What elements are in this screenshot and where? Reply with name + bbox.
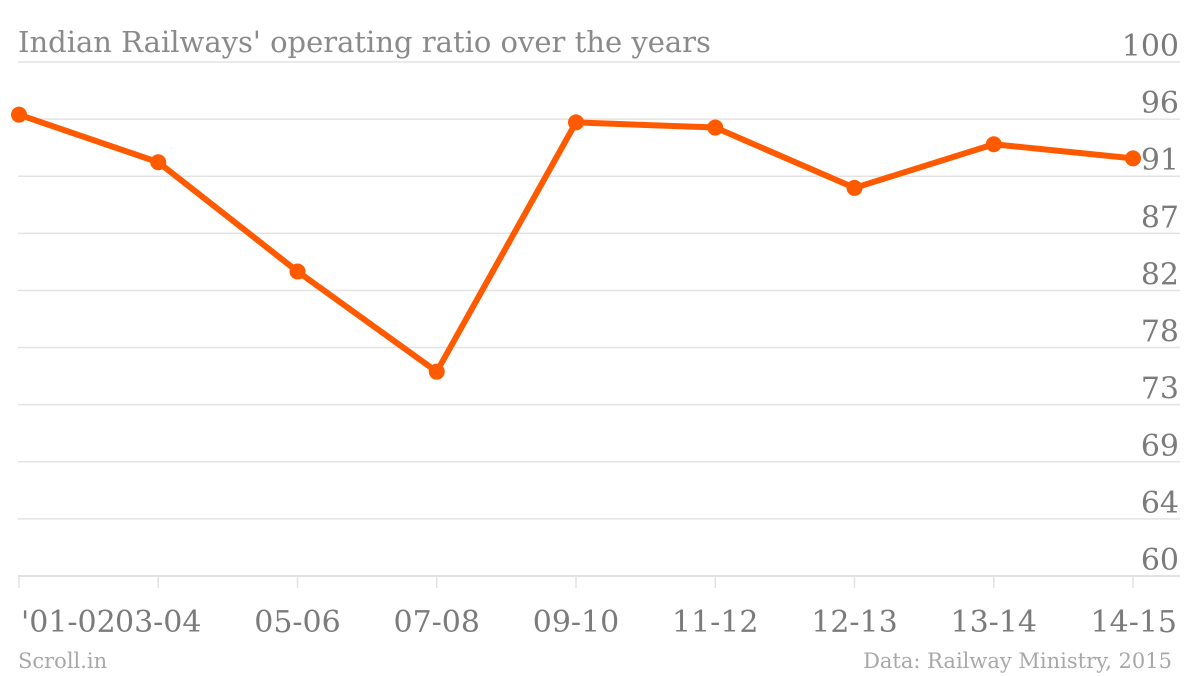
x-tick-label: 12-13 [811, 605, 897, 640]
source-left: Scroll.in [18, 649, 107, 673]
y-tick-label: 64 [1141, 486, 1179, 521]
data-point[interactable] [1125, 150, 1141, 167]
x-tick-label: '01-02 [21, 605, 116, 640]
y-tick-label: 96 [1141, 86, 1179, 121]
data-point[interactable] [985, 136, 1002, 153]
y-tick-label: 69 [1141, 429, 1179, 464]
y-tick-label: 73 [1141, 372, 1179, 407]
y-tick-label: 100 [1122, 29, 1179, 64]
gridlines [18, 61, 1180, 577]
x-tick-label: 14-15 [1091, 605, 1177, 640]
series-line [16, 111, 1136, 375]
y-tick-label: 60 [1141, 543, 1179, 578]
x-tick-label: 13-14 [951, 605, 1037, 640]
y-axis: 100 96 91 87 82 78 73 69 64 60 [1122, 29, 1179, 578]
x-tick-label: 11-12 [672, 605, 758, 640]
data-point[interactable] [707, 119, 724, 136]
x-axis: '01-02 03-04 05-06 07-08 09-10 11-12 12-13 13-1… [18, 576, 1177, 640]
data-point[interactable] [428, 363, 445, 380]
data-point[interactable] [846, 179, 863, 196]
data-point[interactable] [289, 263, 306, 280]
x-tick-label: 09-10 [533, 605, 619, 640]
data-point[interactable] [568, 114, 584, 131]
chart-title: Indian Railways' operating ratio over th… [18, 25, 711, 59]
series-layer [11, 106, 1141, 380]
y-tick-label: 87 [1141, 200, 1179, 235]
y-tick-label: 82 [1141, 257, 1179, 292]
y-tick-label: 91 [1141, 143, 1179, 178]
data-point[interactable] [11, 106, 27, 123]
source-right: Data: Railway Ministry, 2015 [863, 649, 1172, 673]
x-tick-label: 03-04 [115, 605, 201, 640]
x-tick-label: 05-06 [254, 605, 340, 640]
data-point[interactable] [150, 154, 167, 171]
x-tick-label: 07-08 [394, 605, 480, 640]
y-tick-label: 78 [1141, 315, 1179, 350]
